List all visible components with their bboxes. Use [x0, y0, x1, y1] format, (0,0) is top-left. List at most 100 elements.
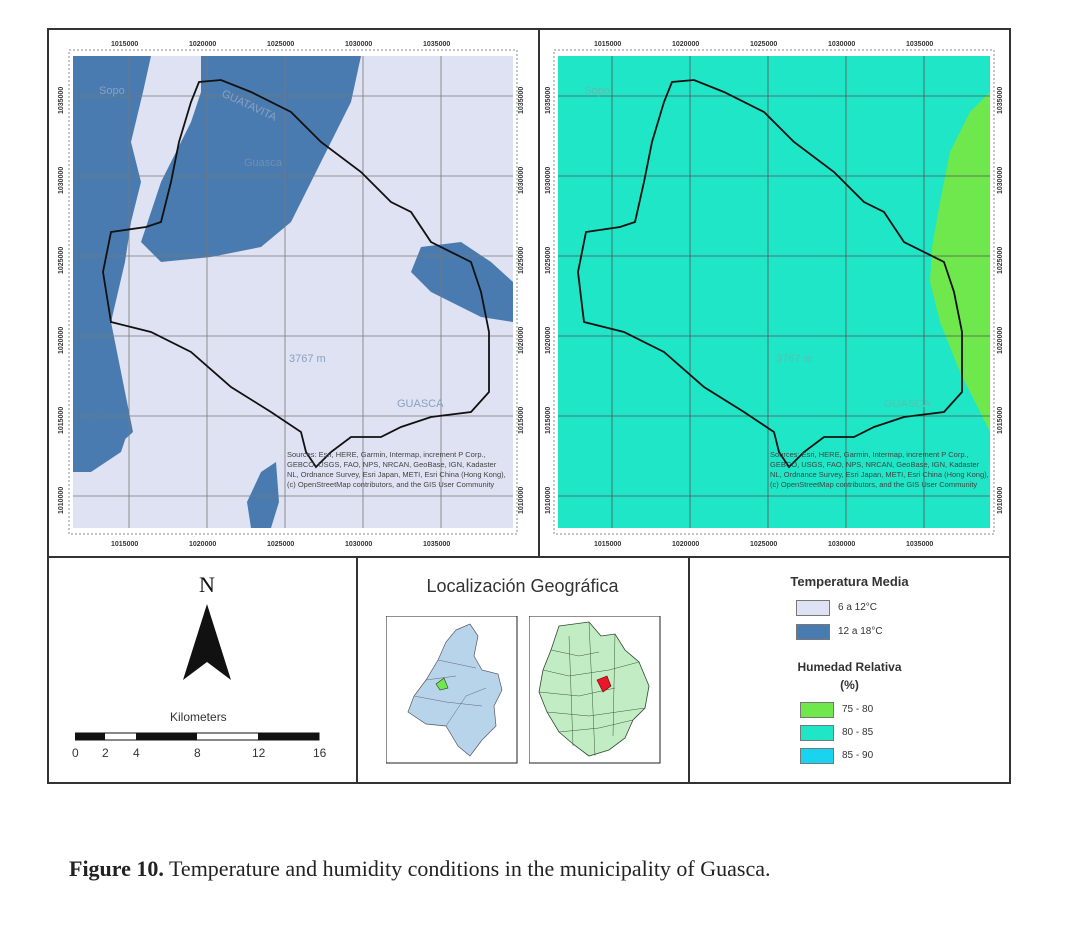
temp-high-zone-south — [247, 462, 279, 528]
svg-text:1010000: 1010000 — [545, 487, 552, 514]
svg-text:1015000: 1015000 — [518, 407, 525, 434]
location-title: Localización Geográfica — [426, 576, 619, 596]
y-tick-labels-right: 1035000 1030000 1025000 1020000 1015000 … — [518, 87, 525, 514]
legend-swatch-temp-low — [796, 600, 830, 616]
svg-text:1035000: 1035000 — [518, 87, 525, 114]
svg-text:1035000: 1035000 — [423, 41, 450, 48]
legend-label: 85 - 90 — [842, 750, 874, 761]
svg-text:Guasca: Guasca — [244, 157, 283, 169]
svg-text:1035000: 1035000 — [997, 87, 1004, 114]
temperature-map: Sopo GUATAVITA Guasca 3767 m GUASCA Sour… — [58, 41, 525, 548]
svg-text:GUASCA: GUASCA — [884, 398, 931, 410]
svg-text:Sopo: Sopo — [99, 85, 125, 97]
legend-panel: Temperatura Media 6 a 12°C 12 a 18°C Hum… — [690, 556, 1009, 782]
legend-swatch-humidity-85-90 — [800, 748, 834, 764]
scale-tick: 4 — [133, 746, 140, 760]
legend-label: 75 - 80 — [842, 704, 874, 715]
svg-text:1025000: 1025000 — [750, 41, 777, 48]
x-tick-labels-bottom: 1015000 1020000 1025000 1030000 1035000 — [111, 541, 450, 548]
temperature-legend-title: Temperatura Media — [790, 574, 909, 589]
svg-text:1025000: 1025000 — [58, 247, 65, 274]
temp-high-zone-east — [411, 242, 513, 322]
svg-text:1020000: 1020000 — [58, 327, 65, 354]
north-arrow-panel: N Kilometers 0 2 4 8 12 16 — [49, 556, 355, 782]
scale-tick: 16 — [313, 746, 327, 760]
temp-high-zone-corner — [73, 412, 131, 472]
guasca-boundary — [577, 79, 963, 469]
humidity-map: Sopo 3767 m GUASCA Sources: Esri, HERE, … — [545, 41, 1004, 548]
svg-text:1025000: 1025000 — [267, 541, 294, 548]
svg-text:Sopo: Sopo — [584, 85, 610, 97]
guasca-boundary — [102, 79, 490, 469]
svg-text:3767 m: 3767 m — [776, 353, 813, 365]
svg-text:1020000: 1020000 — [545, 327, 552, 354]
svg-text:1020000: 1020000 — [997, 327, 1004, 354]
svg-text:1030000: 1030000 — [828, 41, 855, 48]
svg-text:1035000: 1035000 — [545, 87, 552, 114]
grid-lines — [73, 56, 513, 528]
x-tick-labels-top: 1015000 1020000 1025000 1030000 1035000 — [594, 41, 933, 48]
svg-text:1015000: 1015000 — [545, 407, 552, 434]
svg-text:1015000: 1015000 — [997, 407, 1004, 434]
y-tick-labels-left: 1035000 1030000 1025000 1020000 1015000 … — [545, 87, 552, 514]
svg-text:1010000: 1010000 — [58, 487, 65, 514]
scale-label: Kilometers — [170, 710, 227, 724]
svg-text:1020000: 1020000 — [189, 41, 216, 48]
legend-swatch-humidity-75-80 — [800, 702, 834, 718]
y-tick-labels-right: 1035000 1030000 1025000 1020000 1015000 … — [997, 87, 1004, 514]
panel-divider — [49, 556, 1009, 558]
cundinamarca-inset-map — [529, 616, 661, 764]
figure-caption: Figure 10. Temperature and humidity cond… — [69, 856, 771, 882]
north-letter: N — [199, 572, 215, 597]
humidity-legend-title: Humedad Relativa — [797, 660, 902, 674]
svg-text:1015000: 1015000 — [111, 541, 138, 548]
svg-text:1025000: 1025000 — [518, 247, 525, 274]
map-divider — [538, 30, 540, 556]
svg-text:1035000: 1035000 — [423, 541, 450, 548]
svg-text:3767 m: 3767 m — [289, 353, 326, 365]
scale-tick: 12 — [252, 746, 266, 760]
svg-text:1015000: 1015000 — [594, 41, 621, 48]
svg-text:1010000: 1010000 — [997, 487, 1004, 514]
svg-text:1030000: 1030000 — [345, 41, 372, 48]
legend-swatch-humidity-80-85 — [800, 725, 834, 741]
svg-text:1020000: 1020000 — [672, 541, 699, 548]
legend-label: 80 - 85 — [842, 727, 874, 738]
caption-label: Figure 10. — [69, 856, 164, 881]
colombia-inset-map — [386, 616, 518, 764]
svg-text:1030000: 1030000 — [997, 167, 1004, 194]
x-tick-labels-top: 1015000 1020000 1025000 1030000 1035000 — [111, 41, 450, 48]
map-attribution: Sources: Esri, HERE, Garmin, Intermap, i… — [287, 450, 506, 489]
scale-tick: 2 — [102, 746, 109, 760]
svg-text:1030000: 1030000 — [345, 541, 372, 548]
temp-high-zone-west — [73, 56, 151, 462]
legend-swatch-temp-high — [796, 624, 830, 640]
humidity-75-80-zone — [930, 92, 990, 432]
scale-tick: 8 — [194, 746, 201, 760]
humidity-legend-unit: (%) — [840, 678, 859, 692]
svg-text:1025000: 1025000 — [750, 541, 777, 548]
svg-text:1020000: 1020000 — [672, 41, 699, 48]
svg-text:1025000: 1025000 — [545, 247, 552, 274]
legend-label: 12 a 18°C — [838, 626, 883, 637]
scale-tick: 0 — [72, 746, 79, 760]
scale-bar — [75, 732, 320, 741]
svg-text:1015000: 1015000 — [111, 41, 138, 48]
bottom-divider-2 — [688, 556, 690, 782]
svg-text:1015000: 1015000 — [58, 407, 65, 434]
svg-text:1035000: 1035000 — [906, 41, 933, 48]
temp-high-zone-north — [141, 56, 361, 262]
humidity-80-85-zone — [558, 56, 990, 528]
svg-text:GUASCA: GUASCA — [397, 398, 444, 410]
svg-text:1020000: 1020000 — [518, 327, 525, 354]
north-arrow-icon — [183, 604, 231, 680]
svg-text:1035000: 1035000 — [58, 87, 65, 114]
svg-text:1015000: 1015000 — [594, 541, 621, 548]
svg-text:1020000: 1020000 — [189, 541, 216, 548]
place-labels: Sopo 3767 m GUASCA — [584, 85, 931, 410]
svg-text:1030000: 1030000 — [58, 167, 65, 194]
location-panel: Localización Geográfica — [357, 556, 688, 782]
svg-text:1025000: 1025000 — [267, 41, 294, 48]
svg-text:1010000: 1010000 — [518, 487, 525, 514]
map-attribution: Sources: Esri, HERE, Garmin, Intermap, i… — [770, 450, 989, 489]
